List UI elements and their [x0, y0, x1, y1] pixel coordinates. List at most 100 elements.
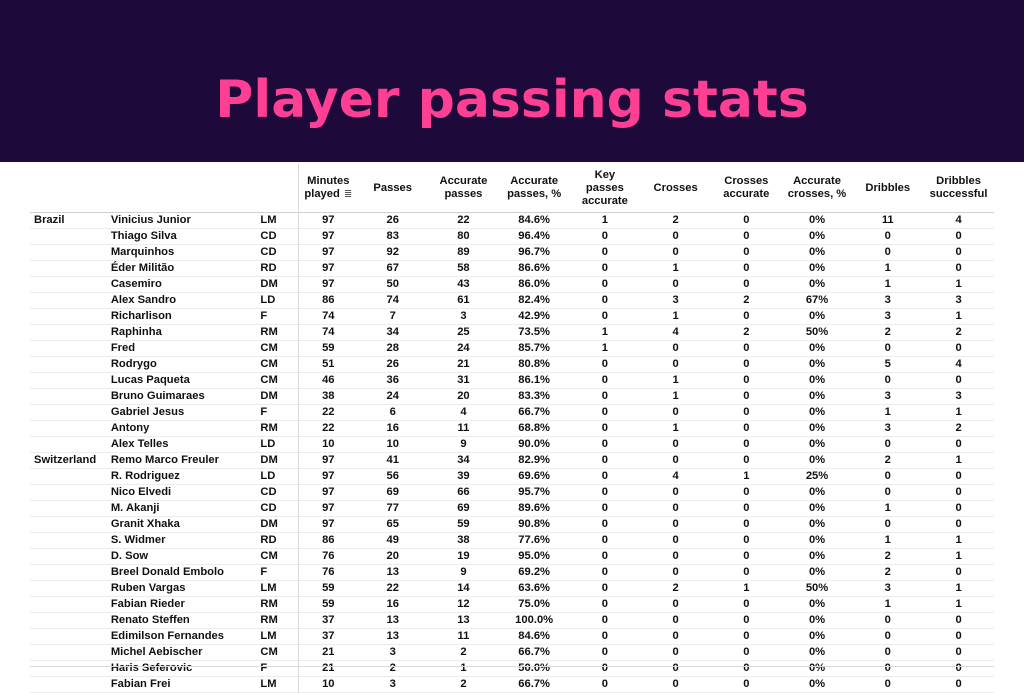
- position-cell: RM: [260, 326, 278, 338]
- column-header[interactable]: Key passes accurate: [570, 164, 641, 213]
- country-cell: [30, 613, 111, 629]
- table-row: Casemiro DM 97 50 43 86.0% 0 0 0 0% 1 1: [30, 276, 994, 293]
- stat-cell: 89.6%: [518, 502, 551, 514]
- stat-cell: 0: [601, 358, 608, 370]
- stat-cell: 97: [298, 244, 358, 261]
- stat-cell: 0: [955, 502, 962, 514]
- column-header[interactable]: Dribbles: [852, 164, 923, 213]
- stat-cell: 1: [743, 582, 750, 594]
- stat-cell: 0: [743, 598, 750, 610]
- stat-cell: 50.0%: [518, 662, 551, 674]
- country-cell: [30, 645, 111, 661]
- column-header[interactable]: Minutes played ≣: [298, 164, 358, 213]
- stat-cell: 0: [601, 646, 608, 658]
- sort-descending-icon[interactable]: ≣: [343, 189, 353, 200]
- stat-cell: 0: [601, 262, 608, 274]
- position-cell: CD: [260, 246, 277, 258]
- column-header[interactable]: Crosses accurate: [711, 164, 782, 213]
- stat-cell: 6: [389, 406, 396, 418]
- stat-cell: 2: [884, 326, 891, 338]
- stat-cell: 0: [743, 550, 750, 562]
- stat-cell: 0: [955, 230, 962, 242]
- table-row: Switzerland Remo Marco Freuler DM 97 41 34 82.…: [30, 452, 994, 469]
- stat-cell: 0: [884, 630, 891, 642]
- position-cell: CD: [260, 486, 277, 498]
- stat-cell: 73.5%: [518, 326, 551, 338]
- table-row: Fred CM 59 28 24 85.7% 1 0 0 0% 0 0: [30, 340, 994, 357]
- stat-cell: 0%: [808, 598, 826, 610]
- table-row: Rodrygo CM 51 26 21 80.8% 0 0 0 0% 5 4: [30, 356, 994, 373]
- stat-cell: 49: [386, 534, 399, 546]
- stat-cell: 0: [884, 518, 891, 530]
- column-header-text: played: [304, 188, 340, 200]
- stat-cell: 0: [672, 646, 679, 658]
- country-cell: [30, 325, 111, 341]
- country-cell: [30, 245, 111, 261]
- column-header[interactable]: Dribbles successful: [923, 164, 994, 213]
- stat-cell: 0: [743, 374, 750, 386]
- stat-cell: 59: [457, 518, 470, 530]
- column-header-text: Crosses: [653, 181, 698, 194]
- stat-cell: 0%: [808, 342, 826, 354]
- stat-cell: 1: [884, 262, 891, 274]
- country-cell: [30, 629, 111, 645]
- position-cell: CD: [260, 502, 277, 514]
- player-name-cell: Nico Elvedi: [110, 486, 172, 498]
- position-cell: DM: [260, 518, 278, 530]
- stat-cell: 97: [298, 516, 358, 533]
- stat-cell: 69: [386, 486, 399, 498]
- column-header-text: Passes: [373, 181, 412, 194]
- column-header-text: Minutes: [307, 175, 350, 187]
- position-cell: CM: [260, 342, 278, 354]
- stat-cell: 0%: [808, 406, 826, 418]
- stat-cell: 12: [457, 598, 470, 610]
- player-name-cell: Gabriel Jesus: [110, 406, 185, 418]
- stat-cell: 76: [298, 548, 358, 565]
- stat-cell: 11: [881, 214, 894, 226]
- position-cell: LD: [260, 294, 276, 306]
- column-header[interactable]: Accurate crosses, %: [782, 164, 853, 213]
- stat-cell: 0%: [808, 422, 826, 434]
- player-name-cell: Haris Seferovic: [110, 662, 193, 674]
- stat-cell: 0: [743, 278, 750, 290]
- table-row: Haris Seferovic F 21 2 1 50.0% 0 0 0 0% 0 0: [30, 660, 994, 677]
- stat-cell: 0: [672, 230, 679, 242]
- column-header-text: accurate: [581, 194, 628, 207]
- stat-cell: 0: [884, 646, 891, 658]
- stat-cell: 0: [955, 342, 962, 354]
- stat-cell: 89: [457, 246, 470, 258]
- stat-cell: 3: [884, 390, 891, 402]
- stat-cell: 22: [386, 582, 399, 594]
- stat-cell: 1: [884, 598, 891, 610]
- stat-cell: 97: [298, 276, 358, 293]
- stat-cell: 0%: [808, 550, 826, 562]
- position-cell: RM: [260, 614, 278, 626]
- stat-cell: 21: [298, 644, 358, 661]
- stat-cell: 0: [672, 502, 679, 514]
- country-cell: [30, 229, 111, 245]
- stat-cell: 2: [955, 422, 962, 434]
- header-banner: [0, 0, 1024, 162]
- stat-cell: 61: [457, 294, 470, 306]
- stat-cell: 0: [743, 422, 750, 434]
- column-header[interactable]: Accurate passes: [428, 164, 499, 213]
- column-header[interactable]: Crosses: [640, 164, 711, 213]
- stat-cell: 14: [457, 582, 470, 594]
- stat-cell: 96.4%: [518, 230, 551, 242]
- position-cell: DM: [260, 454, 278, 466]
- position-cell: CM: [260, 646, 278, 658]
- stat-cell: 0: [884, 486, 891, 498]
- stat-cell: 31: [457, 374, 470, 386]
- stat-cell: 2: [743, 326, 750, 338]
- stat-cell: 0: [601, 566, 608, 578]
- stat-cell: 0: [743, 262, 750, 274]
- stat-cell: 0: [743, 438, 750, 450]
- column-header[interactable]: Passes: [357, 164, 428, 213]
- column-header-text: Crosses: [724, 175, 769, 187]
- player-name-cell: Fred: [110, 342, 136, 354]
- column-header[interactable]: Accurate passes, %: [499, 164, 570, 213]
- country-cell: [30, 277, 111, 293]
- stat-cell: 25%: [805, 470, 829, 482]
- stat-cell: 0: [601, 630, 608, 642]
- stat-cell: 4: [460, 406, 467, 418]
